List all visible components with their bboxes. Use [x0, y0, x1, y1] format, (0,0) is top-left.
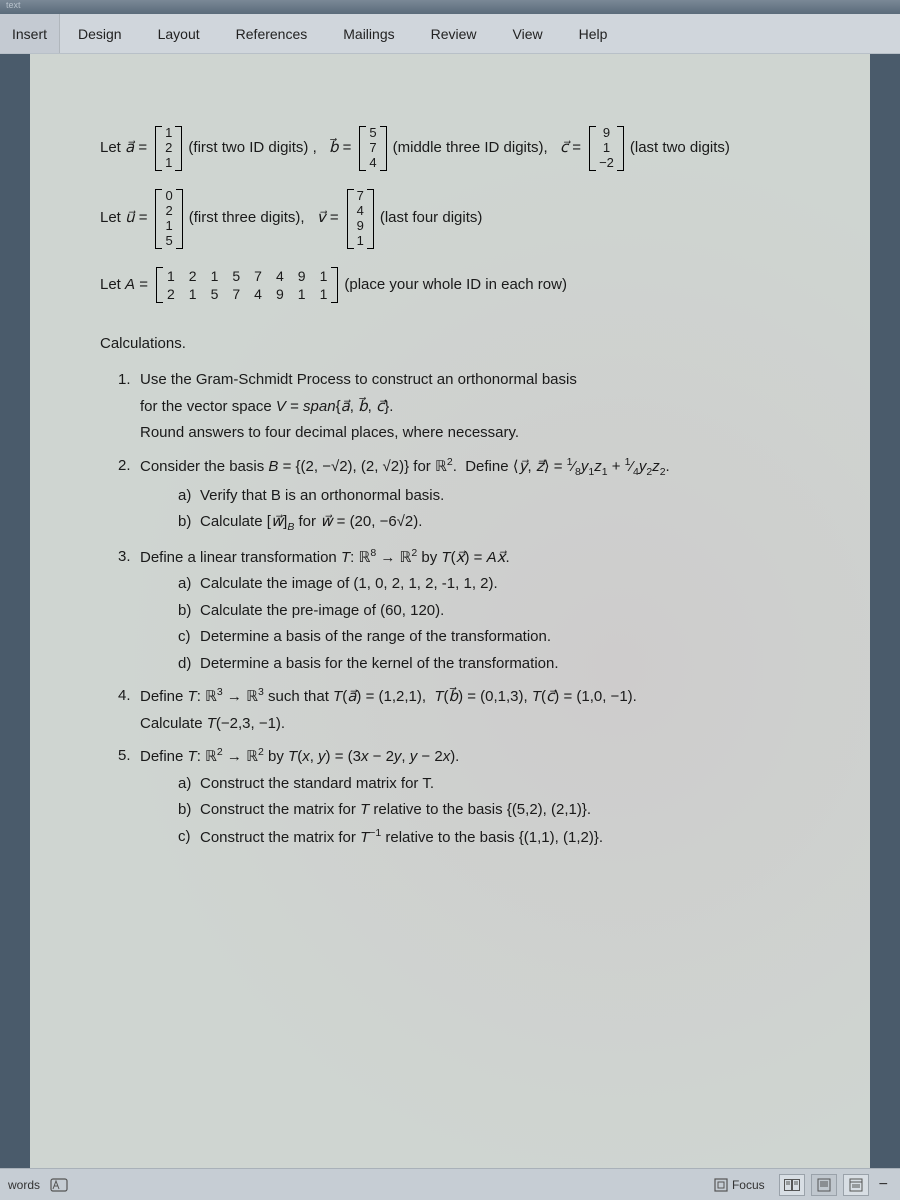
q3d: Determine a basis for the kernel of the … [178, 653, 810, 676]
tab-help[interactable]: Help [561, 14, 626, 53]
page-container: Let a⃗ = 121 (first two ID digits) , b⃗ … [0, 54, 900, 1168]
def-A: Let A = 12157491 21574911 (place your wh… [100, 267, 810, 303]
words-label[interactable]: words [8, 1178, 40, 1192]
note-A: (place your whole ID in each row) [344, 274, 567, 297]
tab-insert[interactable]: Insert [0, 14, 60, 53]
web-layout-button[interactable] [843, 1174, 869, 1196]
def-abc: Let a⃗ = 121 (first two ID digits) , b⃗ … [100, 126, 810, 171]
vec-b: 574 [359, 126, 386, 171]
q3a: Calculate the image of (1, 0, 2, 1, 2, -… [178, 573, 810, 596]
note-u: (first three digits), [189, 207, 305, 230]
tab-review[interactable]: Review [413, 14, 495, 53]
vec-c: 91−2 [589, 126, 624, 171]
label-a: Let a⃗ = [100, 137, 147, 160]
document-page: Let a⃗ = 121 (first two ID digits) , b⃗ … [30, 54, 870, 1168]
label-A: Let A = [100, 274, 148, 297]
window-top-edge: text [0, 0, 900, 14]
vec-v: 7491 [347, 189, 374, 249]
note-v: (last four digits) [380, 207, 483, 230]
q1-line3: Round answers to four decimal places, wh… [140, 422, 810, 445]
questions-list: Use the Gram-Schmidt Process to construc… [100, 369, 810, 849]
spellcheck-icon[interactable] [50, 1178, 68, 1192]
q1: Use the Gram-Schmidt Process to construc… [118, 369, 810, 445]
vec-u: 0215 [155, 189, 182, 249]
q4-line1: Define T: ℝ3 → ℝ3 such that T(a⃗) = (1,2… [140, 685, 810, 709]
status-bar: words Focus − [0, 1168, 900, 1200]
q3c: Determine a basis of the range of the tr… [178, 626, 810, 649]
matrix-A: 12157491 21574911 [156, 267, 338, 303]
q3b: Calculate the pre-image of (60, 120). [178, 600, 810, 623]
q2: Consider the basis B = {(2, −√2), (2, √2… [118, 455, 810, 536]
zoom-minus[interactable]: − [875, 1176, 892, 1194]
q3-text: Define a linear transformation T: ℝ8 → ℝ… [140, 546, 810, 570]
q4: Define T: ℝ3 → ℝ3 such that T(a⃗) = (1,2… [118, 685, 810, 735]
focus-label: Focus [732, 1178, 765, 1192]
vec-a: 121 [155, 126, 182, 171]
tab-references[interactable]: References [218, 14, 326, 53]
q2-text: Consider the basis B = {(2, −√2), (2, √2… [140, 455, 810, 481]
q3: Define a linear transformation T: ℝ8 → ℝ… [118, 546, 810, 676]
q5b: Construct the matrix for T relative to t… [178, 799, 810, 822]
q2b: Calculate [w⃗]B for w⃗ = (20, −6√2). [178, 511, 810, 536]
label-u: Let u⃗ = [100, 207, 147, 230]
note-a: (first two ID digits) , [188, 137, 316, 160]
q5: Define T: ℝ2 → ℝ2 by T(x, y) = (3x − 2y,… [118, 745, 810, 849]
q2a: Verify that B is an orthonormal basis. [178, 485, 810, 508]
print-layout-button[interactable] [811, 1174, 837, 1196]
label-v: v⃗ = [317, 207, 339, 230]
q5a: Construct the standard matrix for T. [178, 773, 810, 796]
tab-view[interactable]: View [495, 14, 561, 53]
label-c: c⃗ = [560, 137, 581, 160]
q5c: Construct the matrix for T−1 relative to… [178, 826, 810, 850]
tab-design[interactable]: Design [60, 14, 140, 53]
q5-text: Define T: ℝ2 → ℝ2 by T(x, y) = (3x − 2y,… [140, 745, 810, 769]
focus-button[interactable]: Focus [706, 1175, 773, 1195]
read-mode-button[interactable] [779, 1174, 805, 1196]
ribbon-tabs: Insert Design Layout References Mailings… [0, 14, 900, 54]
q1-line1: Use the Gram-Schmidt Process to construc… [140, 369, 810, 392]
tab-mailings[interactable]: Mailings [325, 14, 412, 53]
label-b: b⃗ = [329, 137, 351, 160]
def-uv: Let u⃗ = 0215 (first three digits), v⃗ =… [100, 189, 810, 249]
q1-line2: for the vector space V = span{a⃗, b⃗, c⃗… [140, 396, 810, 419]
tab-layout[interactable]: Layout [140, 14, 218, 53]
note-b: (middle three ID digits), [393, 137, 548, 160]
q4-line2: Calculate T(−2,3, −1). [140, 713, 810, 736]
calculations-heading: Calculations. [100, 333, 810, 356]
note-c: (last two digits) [630, 137, 730, 160]
